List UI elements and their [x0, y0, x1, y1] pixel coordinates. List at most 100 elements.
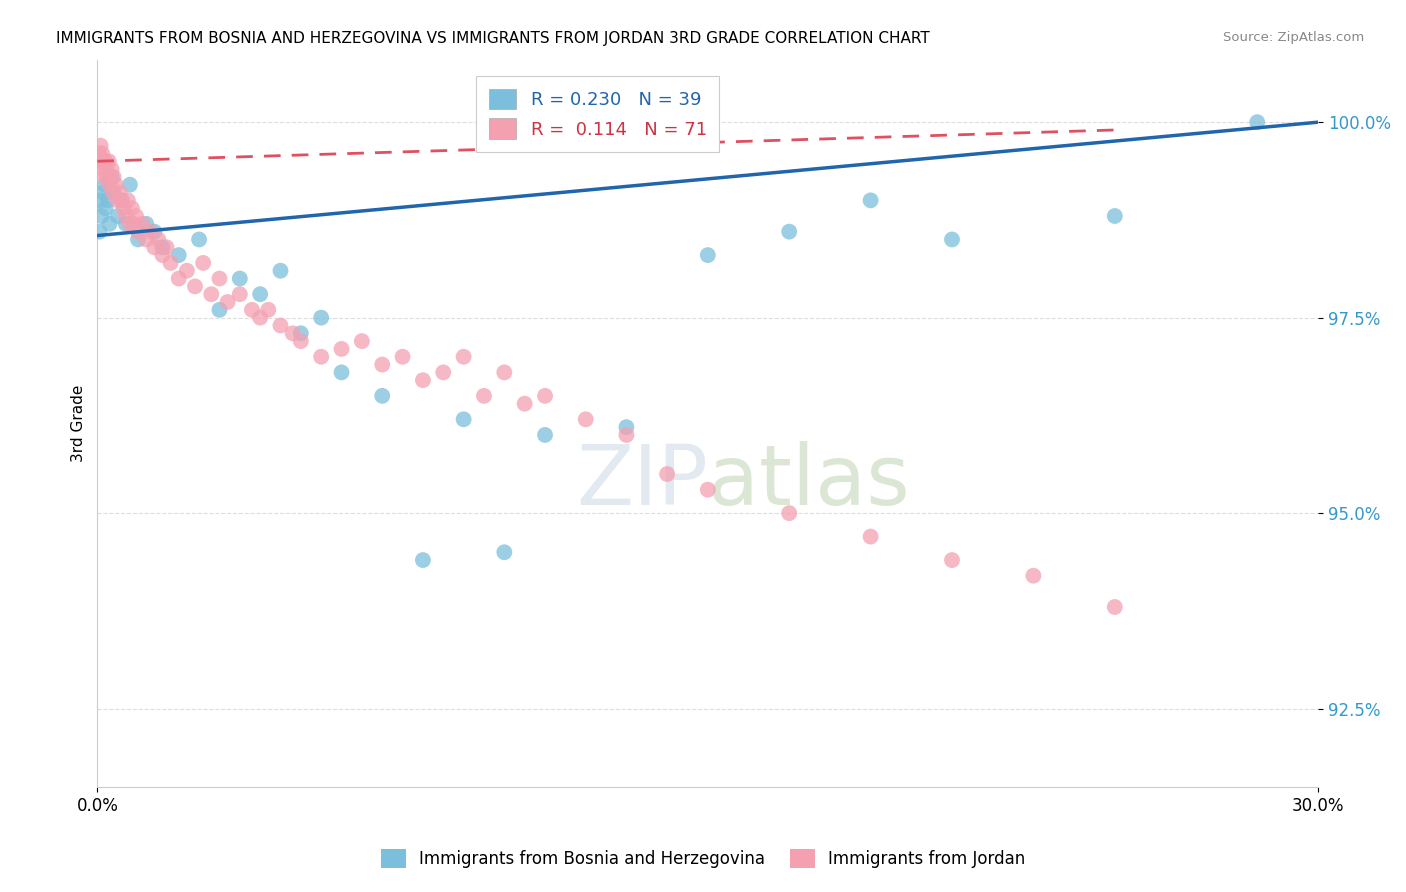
Point	[859, 530, 882, 544]
Point	[208, 271, 231, 285]
Point	[90, 138, 112, 153]
Point	[115, 217, 138, 231]
Point	[778, 506, 800, 520]
Point	[118, 178, 141, 192]
Point	[696, 248, 718, 262]
Point	[98, 178, 121, 192]
Point	[103, 169, 125, 184]
Point	[696, 483, 718, 497]
Text: atlas: atlas	[707, 441, 910, 522]
Point	[97, 154, 120, 169]
Point	[432, 365, 454, 379]
Point	[616, 420, 638, 434]
Point	[257, 302, 280, 317]
Point	[118, 217, 141, 231]
Point	[111, 194, 134, 208]
Point	[112, 201, 135, 215]
Point	[93, 154, 115, 169]
Point	[111, 194, 134, 208]
Point	[575, 412, 598, 426]
Point	[139, 225, 162, 239]
Point	[89, 154, 111, 169]
Point	[121, 201, 143, 215]
Point	[135, 232, 157, 246]
Text: IMMIGRANTS FROM BOSNIA AND HERZEGOVINA VS IMMIGRANTS FROM JORDAN 3RD GRADE CORRE: IMMIGRANTS FROM BOSNIA AND HERZEGOVINA V…	[56, 31, 929, 46]
Point	[104, 178, 127, 192]
Point	[108, 186, 131, 200]
Point	[412, 373, 434, 387]
Point	[93, 178, 115, 192]
Y-axis label: 3rd Grade: 3rd Grade	[72, 384, 86, 462]
Point	[453, 350, 475, 364]
Point	[117, 194, 139, 208]
Point	[115, 209, 138, 223]
Point	[778, 225, 800, 239]
Point	[412, 553, 434, 567]
Point	[94, 201, 117, 215]
Point	[152, 240, 174, 254]
Point	[98, 217, 121, 231]
Point	[1246, 115, 1268, 129]
Point	[941, 232, 963, 246]
Point	[859, 194, 882, 208]
Point	[94, 154, 117, 169]
Point	[90, 154, 112, 169]
Point	[229, 287, 252, 301]
Text: ZIP: ZIP	[576, 441, 707, 522]
Point	[494, 365, 516, 379]
Point	[330, 342, 353, 356]
Point	[350, 334, 373, 348]
Point	[217, 295, 239, 310]
Point	[143, 225, 166, 239]
Point	[208, 302, 231, 317]
Point	[167, 248, 190, 262]
Point	[1104, 599, 1126, 614]
Point	[100, 162, 122, 177]
Point	[290, 326, 312, 341]
Point	[309, 350, 332, 364]
Point	[167, 271, 190, 285]
Point	[96, 169, 118, 184]
Point	[330, 365, 353, 379]
Point	[188, 232, 211, 246]
Point	[513, 397, 536, 411]
Point	[534, 389, 557, 403]
Point	[103, 186, 125, 200]
Point	[101, 186, 124, 200]
Point	[391, 350, 413, 364]
Point	[152, 248, 174, 262]
Point	[176, 264, 198, 278]
Point	[148, 232, 170, 246]
Point	[371, 389, 394, 403]
Point	[534, 428, 557, 442]
Point	[107, 209, 129, 223]
Legend: Immigrants from Bosnia and Herzegovina, Immigrants from Jordan: Immigrants from Bosnia and Herzegovina, …	[374, 842, 1032, 875]
Point	[249, 287, 271, 301]
Point	[281, 326, 304, 341]
Point	[371, 358, 394, 372]
Point	[269, 264, 291, 278]
Point	[131, 217, 153, 231]
Point	[143, 240, 166, 254]
Point	[96, 194, 118, 208]
Point	[655, 467, 678, 481]
Point	[155, 240, 177, 254]
Point	[1022, 568, 1045, 582]
Point	[200, 287, 222, 301]
Text: Source: ZipAtlas.com: Source: ZipAtlas.com	[1223, 31, 1364, 45]
Point	[91, 162, 114, 177]
Point	[240, 302, 263, 317]
Point	[107, 194, 129, 208]
Point	[93, 169, 115, 184]
Point	[89, 225, 111, 239]
Point	[184, 279, 207, 293]
Point	[135, 217, 157, 231]
Point	[494, 545, 516, 559]
Point	[127, 232, 149, 246]
Point	[159, 256, 181, 270]
Point	[269, 318, 291, 333]
Point	[616, 428, 638, 442]
Point	[122, 217, 145, 231]
Legend: R = 0.230   N = 39, R =  0.114   N = 71: R = 0.230 N = 39, R = 0.114 N = 71	[477, 76, 720, 152]
Point	[90, 194, 112, 208]
